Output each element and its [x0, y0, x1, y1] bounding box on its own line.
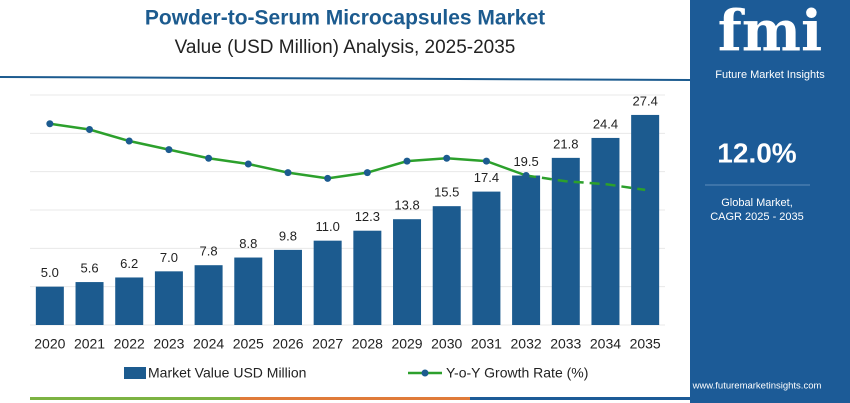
- cagr-caption: Global Market,: [721, 197, 793, 209]
- bar: [353, 230, 382, 325]
- x-tick-label: 2020: [34, 336, 65, 352]
- legend-label: Market Value USD Million: [148, 365, 306, 381]
- x-tick-label: 2022: [114, 336, 145, 352]
- bar: [512, 175, 541, 325]
- data-label: 19.5: [513, 154, 538, 169]
- x-tick-label: 2029: [391, 336, 422, 352]
- x-tick-label: 2030: [431, 336, 462, 352]
- data-label: 8.8: [239, 236, 257, 251]
- bar: [75, 282, 104, 325]
- growth-marker: [522, 172, 530, 179]
- bar: [472, 191, 501, 325]
- bar: [234, 257, 263, 325]
- cagr-value: 12.0%: [717, 137, 796, 168]
- sidebar: [690, 0, 850, 403]
- data-label: 17.4: [474, 170, 499, 185]
- growth-marker: [46, 120, 54, 128]
- x-tick-label: 2031: [471, 336, 502, 352]
- growth-marker: [244, 160, 252, 168]
- growth-marker: [324, 174, 332, 182]
- x-tick-label: 2034: [590, 336, 621, 352]
- growth-marker: [86, 126, 94, 133]
- footer-strip: [470, 397, 690, 400]
- x-tick-label: 2035: [630, 336, 661, 352]
- logo: fmi: [718, 0, 823, 65]
- chart-title: Powder-to-Serum Microcapsules Market: [145, 7, 545, 30]
- bar: [393, 219, 422, 325]
- separator: [0, 76, 691, 81]
- growth-marker: [284, 169, 292, 177]
- data-label: 7.0: [160, 250, 178, 265]
- data-label: 13.8: [394, 198, 419, 213]
- bar: [35, 286, 64, 325]
- x-tick-label: 2026: [272, 336, 303, 352]
- chart-subtitle: Value (USD Million) Analysis, 2025-2035: [175, 37, 516, 58]
- bar: [551, 157, 580, 325]
- growth-marker: [205, 154, 213, 162]
- data-label: 15.5: [434, 185, 459, 200]
- growth-marker: [363, 169, 371, 177]
- growth-line: [525, 174, 646, 192]
- data-label: 24.4: [593, 116, 618, 131]
- bar: [273, 249, 302, 325]
- cagr-caption: CAGR 2025 - 2035: [710, 211, 804, 223]
- x-tick-label: 2027: [312, 336, 343, 352]
- legend-label: Y-o-Y Growth Rate (%): [446, 365, 588, 381]
- logo-caption: Future Market Insights: [715, 69, 825, 81]
- legend-swatch: [421, 369, 429, 377]
- footer-strip: [30, 397, 240, 400]
- x-tick-label: 2025: [233, 336, 264, 352]
- bar: [591, 137, 620, 325]
- growth-marker: [482, 157, 490, 165]
- website: www.futuremarketinsights.com: [692, 381, 822, 392]
- x-tick-label: 2033: [550, 336, 581, 352]
- bar: [194, 265, 223, 325]
- growth-marker: [125, 137, 133, 145]
- bar: [154, 271, 183, 325]
- data-label: 5.6: [80, 261, 98, 276]
- data-label: 11.0: [315, 219, 339, 234]
- data-label: 6.2: [120, 256, 138, 271]
- data-label: 9.8: [279, 228, 297, 243]
- data-label: 7.8: [200, 244, 218, 259]
- footer-strip: [240, 397, 470, 400]
- data-label: 12.3: [355, 209, 380, 224]
- growth-marker: [403, 157, 411, 165]
- x-tick-label: 2021: [74, 336, 105, 352]
- bar: [631, 114, 660, 325]
- bar: [432, 206, 461, 325]
- data-label: 27.4: [633, 93, 658, 108]
- data-label: 5.0: [41, 265, 59, 280]
- bar: [115, 277, 144, 325]
- x-tick-label: 2028: [352, 336, 383, 352]
- x-tick-label: 2032: [511, 336, 542, 352]
- data-label: 21.8: [553, 136, 578, 151]
- bar: [313, 240, 342, 325]
- growth-marker: [165, 146, 173, 154]
- x-tick-label: 2023: [153, 336, 184, 352]
- x-tick-label: 2024: [193, 336, 224, 352]
- growth-marker: [443, 154, 451, 162]
- legend-swatch: [124, 367, 146, 379]
